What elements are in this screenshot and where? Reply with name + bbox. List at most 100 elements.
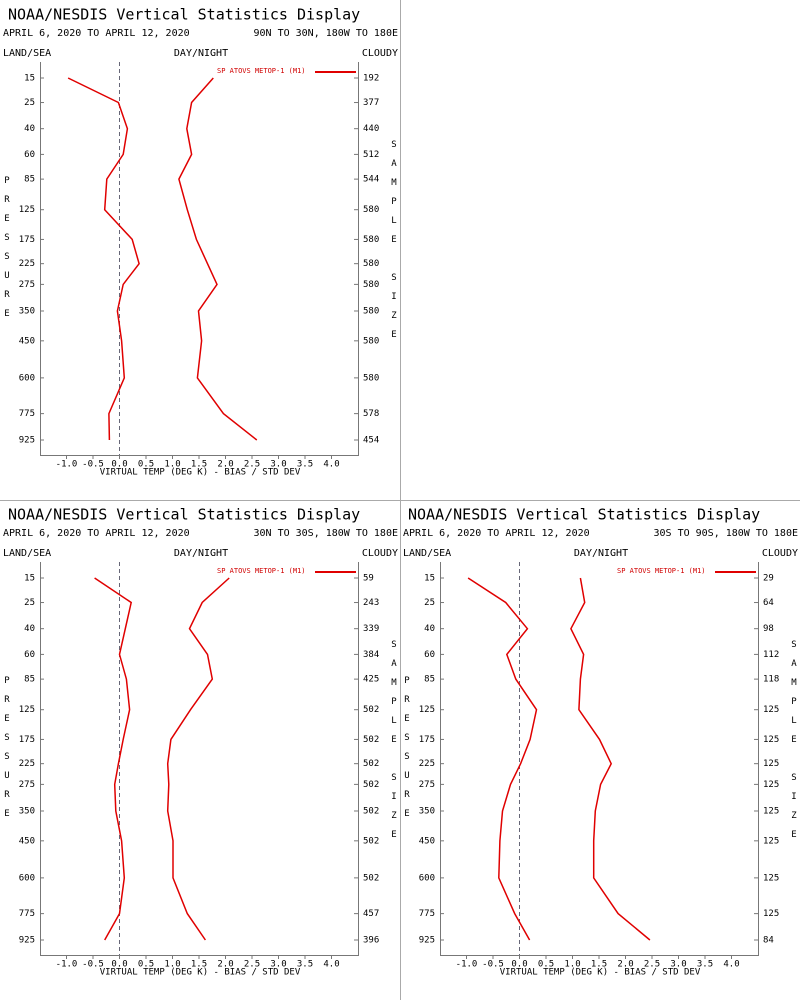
y-tick-label: 925 [19,436,35,446]
panel: NOAA/NESDIS Vertical Statistics Display A… [402,506,799,978]
sample-size: 377 [363,98,379,108]
y-tick-label: 600 [419,873,435,883]
sample-size: 502 [363,806,379,816]
y-tick-label: 25 [424,598,435,608]
region: 90N TO 30N, 180W TO 180E [254,28,399,39]
sample-size: 512 [363,150,379,160]
sample-size: 580 [363,373,379,383]
y-tick-label: 25 [24,598,35,608]
sample-size: 112 [763,650,779,660]
x-tick-label: 2.5 [244,960,260,970]
y-tick-label: 85 [24,175,35,185]
title: NOAA/NESDIS Vertical Statistics Display [408,506,760,524]
bias-line [467,577,538,941]
y-tick-label: 600 [19,373,35,383]
sample-size: 502 [363,735,379,745]
sample-size: 502 [363,759,379,769]
y-tick-label: 60 [424,650,435,660]
sample-size: 544 [363,175,379,185]
x-tick-label: 2.0 [217,460,233,470]
y-tick-label: 25 [24,98,35,108]
sample-size: 580 [363,235,379,245]
y-tick-label: 225 [419,759,435,769]
x-tick-label: -1.0 [56,960,78,970]
y-tick-label: 60 [24,150,35,160]
y-tick-label: 925 [19,936,35,946]
x-axis-label: VIRTUAL TEMP (DEG K) - BIAS / STD DEV [100,968,301,978]
sample-size: 125 [763,806,779,816]
y-tick-label: 15 [424,574,435,584]
x-tick-label: 0.0 [511,960,527,970]
y-axis-label: PRESSURE [402,676,412,828]
x-tick-label: 1.0 [164,460,180,470]
y-tick-label: 775 [419,909,435,919]
sample-size: 580 [363,306,379,316]
sample-size: 502 [363,836,379,846]
sample-size: 578 [363,409,379,419]
y-tick-label: 450 [419,836,435,846]
std-dev-line [570,577,651,941]
day-night: DAY/NIGHT [174,548,228,559]
y-tick-label: 60 [24,650,35,660]
sample-size: 118 [763,675,779,685]
sample-size: 125 [763,873,779,883]
cloudy: CLOUDY [762,548,798,559]
y-tick-label: 175 [419,735,435,745]
y-tick-label: 350 [19,306,35,316]
y-tick-label: 125 [419,705,435,715]
cloudy: CLOUDY [362,548,398,559]
y-tick-label: 600 [19,873,35,883]
x-tick-label: 0.0 [111,460,127,470]
sample-size: 440 [363,124,379,134]
sample-size: 125 [763,780,779,790]
cloudy: CLOUDY [362,48,398,59]
title: NOAA/NESDIS Vertical Statistics Display [8,6,360,24]
sample-size: 425 [363,675,379,685]
sample-size: 384 [363,650,379,660]
x-tick-label: 1.5 [591,960,607,970]
subtitle: APRIL 6, 2020 TO APRIL 12, 2020 [3,528,190,539]
sample-size: 339 [363,624,379,634]
sample-size: 580 [363,280,379,290]
panel: NOAA/NESDIS Vertical Statistics Display A… [2,506,399,978]
subtitle: APRIL 6, 2020 TO APRIL 12, 2020 [403,528,590,539]
y-tick-label: 350 [19,806,35,816]
x-tick-label: 0.5 [138,460,154,470]
sample-size: 192 [363,74,379,84]
x-tick-label: 4.0 [723,960,739,970]
y-tick-label: 125 [19,705,35,715]
y-tick-label: 275 [19,280,35,290]
day-night: DAY/NIGHT [574,548,628,559]
sample-size: 59 [363,574,374,584]
x-tick-label: 1.5 [191,960,207,970]
sample-size: 502 [363,873,379,883]
subtitle: APRIL 6, 2020 TO APRIL 12, 2020 [3,28,190,39]
x-tick-label: 3.5 [297,460,313,470]
y-tick-label: 275 [19,780,35,790]
x-tick-label: 2.5 [644,960,660,970]
sample-size: 125 [763,705,779,715]
day-night: DAY/NIGHT [174,48,228,59]
sample-size: 84 [763,936,774,946]
y-tick-label: 450 [19,336,35,346]
y-tick-label: 925 [419,936,435,946]
y-tick-label: 450 [19,836,35,846]
x-tick-label: -0.5 [482,960,504,970]
x-tick-label: 1.5 [191,460,207,470]
sample-size: 125 [763,836,779,846]
y-tick-label: 275 [419,780,435,790]
sample-size: 125 [763,759,779,769]
x-axis-label: VIRTUAL TEMP (DEG K) - BIAS / STD DEV [100,468,301,478]
x-axis-label: VIRTUAL TEMP (DEG K) - BIAS / STD DEV [500,968,701,978]
x-tick-label: 3.0 [270,960,286,970]
std-dev-line [178,77,258,441]
land-sea: LAND/SEA [3,48,51,59]
sample-size: 502 [363,780,379,790]
sample-size: 29 [763,574,774,584]
y-tick-label: 40 [24,624,35,634]
y-axis-label: PRESSURE [2,176,12,328]
sample-size: 98 [763,624,774,634]
land-sea: LAND/SEA [3,548,51,559]
bias-line [94,577,133,941]
